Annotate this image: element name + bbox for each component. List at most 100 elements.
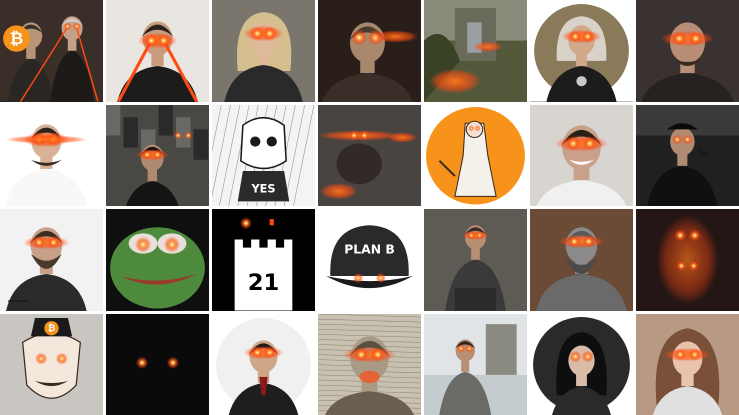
profile-tile: ₿ [0, 0, 103, 102]
tile-image [636, 313, 739, 415]
light-flare [320, 182, 358, 199]
legs [454, 288, 497, 311]
laser-eye-left [250, 26, 265, 41]
neck [67, 36, 77, 51]
laser-eye-right [581, 350, 594, 363]
tile-image [530, 313, 633, 415]
tile-image: PLAN B [318, 209, 421, 311]
hair [561, 129, 602, 146]
cap [666, 122, 698, 129]
laser-eye-left [348, 129, 360, 141]
laser-eyes [135, 356, 180, 369]
profile-tile [530, 104, 633, 206]
neck [26, 44, 36, 59]
bitcoin-symbol: ₿ [48, 323, 55, 334]
body-shape [8, 58, 54, 102]
body-shape [652, 385, 723, 415]
eye-socket [266, 135, 277, 147]
bitcoin-symbol: ₿ [10, 29, 24, 48]
glow-band [555, 135, 608, 151]
laser-eyes [674, 229, 701, 242]
smile [569, 159, 594, 165]
laser-eye-right [582, 135, 597, 151]
neck [147, 166, 158, 181]
laser-eye-right [370, 346, 385, 362]
profile-tile [212, 0, 315, 102]
tile-image: ₿ [0, 313, 103, 415]
graffiti-panel [176, 116, 191, 148]
cap-crown [330, 225, 409, 276]
body-shape [551, 385, 612, 415]
frog-head [110, 227, 205, 309]
sketch-line [212, 104, 231, 198]
light-flare [372, 30, 418, 43]
tile-image [318, 104, 421, 206]
laser-eye-right [581, 30, 594, 43]
body-shape [322, 73, 413, 102]
profile-tile [636, 209, 739, 311]
body-shape [125, 180, 179, 206]
body-shape [439, 371, 492, 415]
neck [576, 371, 587, 386]
tile-image [424, 313, 527, 415]
glow-band [5, 134, 88, 144]
laser-eye-left [144, 33, 159, 48]
castle-number: 21 [248, 270, 280, 296]
light-flare [388, 131, 417, 143]
glow-band [558, 234, 605, 249]
laser-eye-right [582, 235, 595, 248]
profile-tile [106, 209, 209, 311]
tile-image [212, 0, 315, 102]
frog-mouth [120, 273, 197, 285]
profile-tile [318, 313, 421, 415]
profile-tile [318, 104, 421, 206]
profile-tile [530, 313, 633, 415]
profile-tile [636, 104, 739, 206]
blurry-figure [336, 143, 382, 184]
laser-eyes [343, 346, 396, 362]
laser-eye-left [569, 350, 582, 363]
castle-tower [234, 239, 293, 311]
graffiti-panel [158, 104, 173, 135]
neck [677, 151, 688, 166]
laser-eye-left [142, 149, 153, 160]
bitcoin-logo: ₿ [3, 25, 30, 52]
tile-image [424, 104, 527, 206]
body-shape [117, 65, 198, 102]
laser-eye-right [163, 236, 181, 253]
beard [30, 159, 62, 166]
graffiti-panel [106, 104, 121, 135]
profile-tile [636, 0, 739, 102]
glow-pixel [269, 219, 274, 226]
laser-eye-right [688, 31, 703, 46]
etch-line [318, 323, 421, 327]
laser-beam [75, 26, 99, 102]
pendant [576, 76, 587, 87]
laser-eyes [561, 29, 602, 44]
laser-eyes [35, 352, 68, 365]
tile-image [424, 0, 527, 102]
mask-face [22, 332, 81, 399]
laser-eye-left [672, 133, 683, 145]
tile-background [106, 313, 209, 415]
profile-tile [530, 0, 633, 102]
tile-image [106, 313, 209, 415]
hair [564, 230, 599, 244]
laser-eyes [173, 130, 193, 140]
person-figure [647, 126, 718, 206]
body-shape [228, 382, 299, 415]
jacket [237, 170, 290, 201]
laser-eye-right [688, 348, 701, 361]
hair [60, 18, 84, 27]
laser-eye-right [375, 272, 386, 284]
fire-glow [429, 69, 481, 94]
laser-eyes [462, 230, 489, 240]
etch-line [318, 328, 421, 333]
glow-band [664, 347, 711, 361]
hair [18, 24, 43, 34]
tile-image [530, 0, 633, 102]
laser-eyes [468, 124, 481, 131]
laser-eye-left [674, 348, 687, 361]
glow-figure [656, 215, 719, 305]
laser-eyes [353, 272, 386, 284]
